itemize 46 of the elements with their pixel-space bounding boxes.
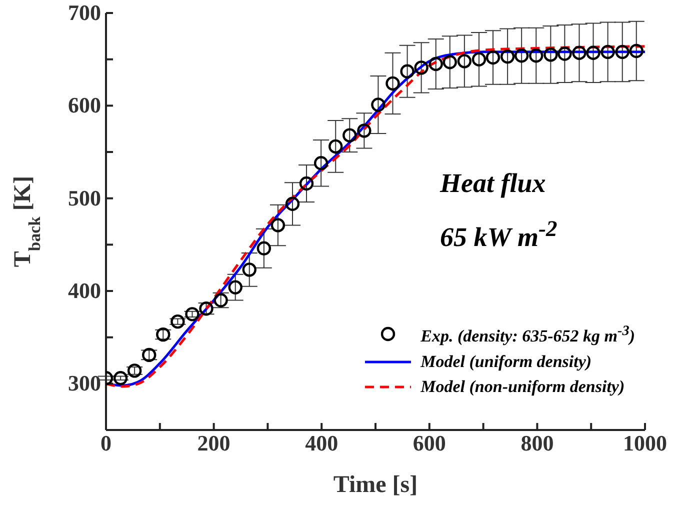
y-tick-label: 700 [68, 0, 101, 25]
point [299, 176, 314, 191]
point [529, 48, 544, 63]
point [428, 56, 443, 72]
point [442, 55, 457, 70]
y-tick-label: 300 [68, 370, 101, 396]
point [285, 196, 300, 211]
point [629, 44, 644, 58]
point [500, 49, 515, 64]
x-axis-title: Time [s] [333, 472, 418, 498]
point [615, 44, 630, 60]
y-tick-label: 600 [68, 92, 101, 118]
point [600, 44, 615, 60]
point [314, 156, 328, 170]
x-tick-label: 1000 [623, 430, 667, 456]
point [357, 124, 372, 138]
point [572, 46, 586, 60]
point [472, 52, 486, 66]
y-tick-label: 500 [68, 185, 101, 210]
point [414, 60, 428, 75]
point [242, 262, 256, 277]
legend-label: Model (uniform density) [420, 351, 592, 373]
point [371, 98, 386, 112]
x-tick-label: 800 [520, 430, 554, 456]
x-tick-label: 200 [197, 430, 230, 456]
legend-label: Exp. (density: 635-652 kg m$^{-3}$) [420, 322, 635, 348]
point [386, 76, 400, 91]
legend-label: Model (non-uniform density) [420, 376, 625, 398]
point [328, 139, 343, 154]
x-tick-label: 600 [412, 430, 446, 456]
point [544, 48, 558, 62]
x-tick-label: 400 [305, 430, 338, 456]
point [457, 54, 472, 68]
point [256, 241, 272, 256]
point [486, 50, 500, 65]
y-tick-label: 400 [68, 278, 101, 303]
annotation: Heat flux [440, 167, 547, 200]
point [270, 218, 286, 232]
point [514, 48, 529, 63]
x-tick-label: 0 [100, 430, 112, 456]
point [342, 128, 357, 142]
point [586, 46, 600, 60]
annotation: 65 kW m$^{-2}$ [440, 215, 558, 254]
point [228, 280, 242, 294]
point [400, 64, 414, 78]
point [558, 46, 572, 61]
